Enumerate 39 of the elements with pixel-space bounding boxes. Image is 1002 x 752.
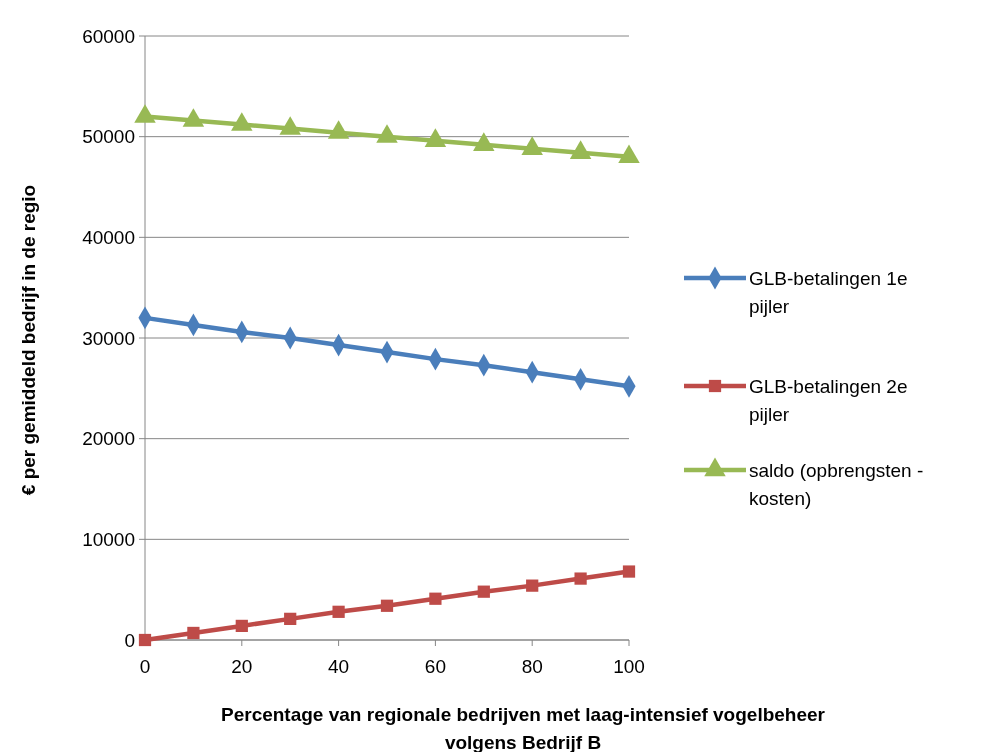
legend-label: GLB-betalingen 2e pijler [749, 375, 908, 425]
point [182, 108, 205, 127]
point [424, 128, 447, 147]
x-tick-label: 20 [231, 656, 253, 677]
point [618, 144, 640, 163]
x-tick-label: 100 [613, 656, 645, 677]
point [473, 132, 495, 151]
point [187, 626, 200, 640]
point [521, 136, 543, 155]
x-tick-label: 40 [328, 656, 350, 677]
legend-label: GLB-betalingen 1e pijler [749, 267, 908, 317]
y-tick-label: 0 [124, 629, 135, 651]
point [574, 572, 587, 585]
point [332, 605, 345, 618]
point [284, 612, 297, 625]
point [235, 619, 248, 633]
point [138, 633, 152, 647]
x-tick-label: 80 [521, 656, 543, 677]
point [569, 140, 592, 159]
point [327, 120, 350, 139]
point [477, 585, 490, 598]
point [376, 124, 398, 143]
x-tick-label: 0 [139, 656, 151, 677]
y-tick-label: 30000 [82, 327, 135, 349]
x-tick-label: 60 [424, 656, 446, 677]
legend-label: saldo (opbrengsten - kosten) [749, 459, 924, 509]
point [622, 565, 636, 578]
y-tick-label: 50000 [82, 126, 135, 148]
point [231, 112, 253, 131]
y-tick-label: 20000 [82, 428, 135, 450]
y-axis-title: € per gemiddeld bedrijf in de regio [18, 184, 39, 496]
point [134, 104, 156, 123]
point [429, 592, 442, 605]
y-tick-label: 60000 [82, 25, 135, 47]
y-tick-label: 40000 [82, 226, 135, 248]
point [279, 116, 301, 135]
y-tick-label: 10000 [82, 528, 135, 550]
point [526, 579, 539, 592]
point [380, 599, 394, 612]
